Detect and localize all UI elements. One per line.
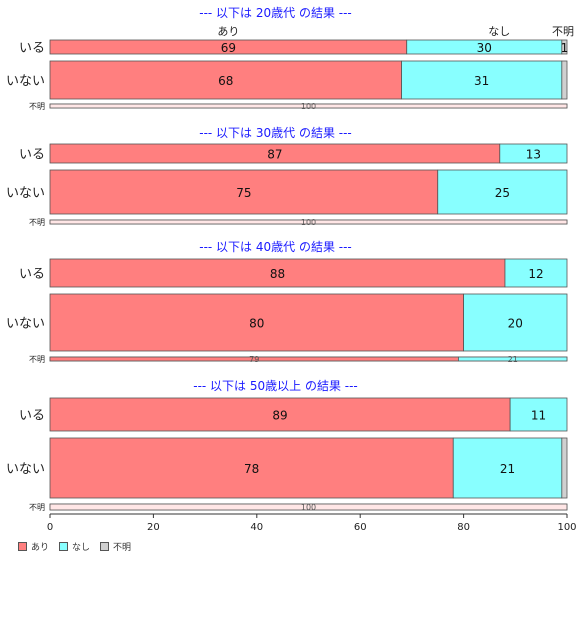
x-tick-label: 40 bbox=[250, 522, 263, 533]
bar-segment-fumei bbox=[561, 60, 568, 100]
row-label: 不明 bbox=[29, 218, 45, 227]
row-label: いる bbox=[19, 148, 45, 163]
bar-segment-fumei bbox=[49, 219, 568, 225]
bar-value-label: 12 bbox=[528, 267, 543, 281]
top-label-fumei: 不明 bbox=[552, 25, 574, 38]
bar-value-label: 79 bbox=[249, 355, 259, 364]
legend-item-nashi: なし bbox=[59, 540, 90, 553]
panel-title-2: --- 以下は 30歳代 の結果 --- bbox=[199, 126, 352, 140]
x-tick-label: 20 bbox=[147, 522, 160, 533]
bar-segment-fumei bbox=[561, 39, 568, 55]
x-tick-label: 0 bbox=[47, 522, 53, 533]
row-label: いない bbox=[6, 462, 45, 477]
row-label: 不明 bbox=[29, 102, 45, 111]
bar-segment-ari bbox=[49, 437, 454, 499]
bar-value-label: 21 bbox=[500, 462, 515, 476]
x-tick-label: 60 bbox=[354, 522, 367, 533]
bar-value-label: 80 bbox=[249, 317, 264, 331]
bar-segment-fumei bbox=[561, 437, 568, 499]
bar-value-label: 30 bbox=[477, 41, 492, 55]
panel-title-4: --- 以下は 50歳以上 の結果 --- bbox=[193, 379, 358, 393]
legend-label-fumei: 不明 bbox=[113, 543, 132, 553]
bar-segment-nashi bbox=[458, 356, 568, 362]
bar-segment-ari bbox=[49, 258, 506, 288]
legend: あり なし 不明 bbox=[18, 540, 131, 553]
legend-label-ari: あり bbox=[31, 543, 50, 553]
row-label: いない bbox=[6, 186, 45, 201]
bar-value-label: 25 bbox=[495, 186, 510, 200]
bar-value-label: 100 bbox=[301, 503, 316, 512]
bar-value-label: 21 bbox=[508, 355, 518, 364]
legend-item-fumei: 不明 bbox=[100, 540, 131, 553]
bar-value-label: 100 bbox=[301, 218, 316, 227]
legend-swatch-fumei bbox=[100, 542, 110, 551]
bar-value-label: 1 bbox=[561, 41, 569, 55]
bar-segment-ari bbox=[49, 397, 511, 432]
bar-value-label: 87 bbox=[267, 148, 282, 162]
row-label: 不明 bbox=[29, 503, 45, 512]
row-label: 不明 bbox=[29, 355, 45, 364]
bar-value-label: 20 bbox=[508, 317, 523, 331]
row-label: いない bbox=[6, 74, 45, 89]
panel-title-1: --- 以下は 20歳代 の結果 --- bbox=[199, 6, 352, 20]
bar-segment-nashi bbox=[499, 143, 568, 164]
legend-item-ari: あり bbox=[18, 540, 49, 553]
bar-value-label: 75 bbox=[236, 186, 251, 200]
bar-segment-nashi bbox=[452, 437, 563, 499]
row-label: いる bbox=[19, 409, 45, 424]
top-label-nashi: なし bbox=[488, 25, 510, 38]
top-label-ari: あり bbox=[217, 25, 239, 38]
row-label: いる bbox=[19, 41, 45, 56]
legend-swatch-nashi bbox=[59, 542, 69, 551]
bar-segment-nashi bbox=[509, 397, 568, 432]
bar-value-label: 13 bbox=[526, 148, 541, 162]
legend-label-nashi: なし bbox=[72, 543, 91, 553]
bar-value-label: 89 bbox=[272, 409, 287, 423]
bar-segment-nashi bbox=[463, 293, 568, 352]
x-tick-label: 80 bbox=[457, 522, 470, 533]
bar-segment-fumei bbox=[49, 103, 568, 109]
bar-value-label: 68 bbox=[218, 74, 233, 88]
bar-segment-fumei bbox=[49, 503, 568, 511]
x-tick-label: 100 bbox=[557, 522, 576, 533]
bar-value-label: 78 bbox=[244, 462, 259, 476]
bar-value-label: 31 bbox=[474, 74, 489, 88]
bar-value-label: 88 bbox=[270, 267, 285, 281]
panel-title-3: --- 以下は 40歳代 の結果 --- bbox=[199, 240, 352, 254]
bar-value-label: 11 bbox=[531, 409, 546, 423]
row-label: いない bbox=[6, 317, 45, 332]
row-label: いる bbox=[19, 267, 45, 282]
bar-segment-nashi bbox=[401, 60, 563, 100]
bar-segment-ari bbox=[49, 60, 402, 100]
bar-segment-ari bbox=[49, 169, 439, 215]
bar-value-label: 100 bbox=[301, 102, 316, 111]
legend-swatch-ari bbox=[18, 542, 27, 551]
bar-segment-nashi bbox=[504, 258, 568, 288]
bar-segment-ari bbox=[49, 293, 465, 352]
bar-value-label: 69 bbox=[221, 41, 236, 55]
bar-segment-nashi bbox=[437, 169, 568, 215]
